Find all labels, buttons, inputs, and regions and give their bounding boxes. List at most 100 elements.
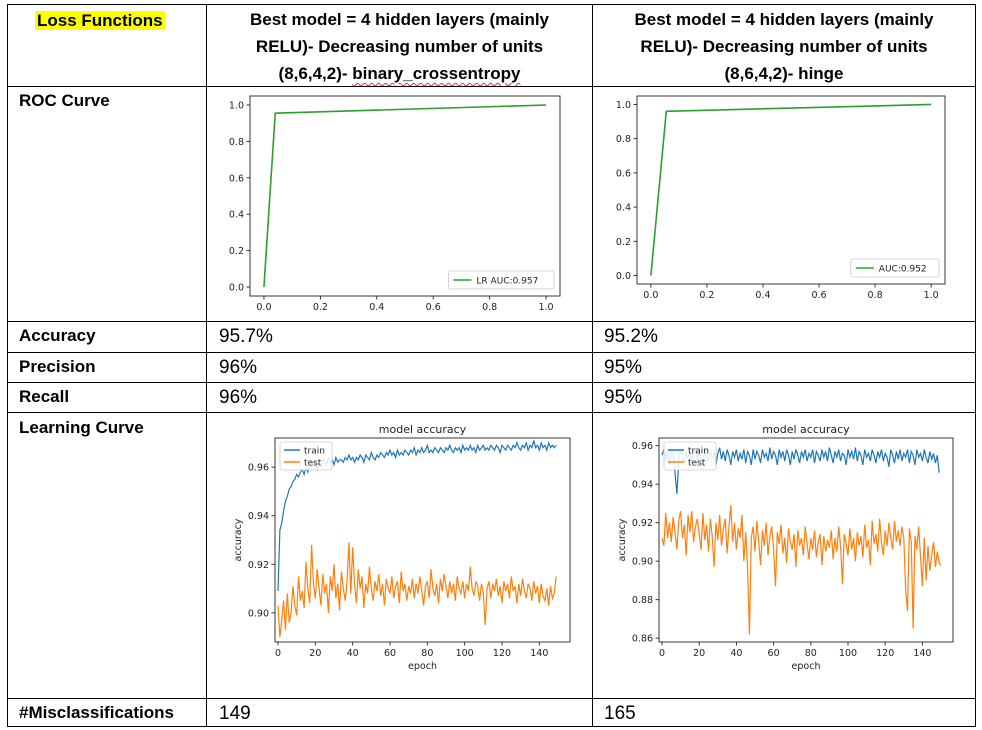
x-tick-label: 120 bbox=[876, 648, 894, 659]
y-axis-label: accuracy bbox=[617, 518, 628, 561]
header-loss-functions: Loss Functions bbox=[35, 9, 165, 33]
row-label-learning-curve: Learning Curve bbox=[19, 418, 144, 437]
series-line-test bbox=[661, 505, 942, 635]
x-tick-label: 40 bbox=[730, 648, 742, 659]
chart-title: model accuracy bbox=[379, 423, 467, 436]
roc-curve-line bbox=[263, 104, 547, 288]
x-tick-label: 1.0 bbox=[538, 302, 553, 313]
x-tick-label: 20 bbox=[693, 648, 705, 659]
header-col1-line3-prefix: (8,6,4,2)- bbox=[278, 64, 353, 83]
x-tick-label: 80 bbox=[805, 648, 817, 659]
header-col2-line1: Best model = 4 hidden layers (mainly bbox=[634, 10, 934, 29]
plot-frame bbox=[249, 95, 561, 297]
col1-recall-value: 96% bbox=[219, 387, 258, 408]
y-tick-label: 0.2 bbox=[229, 246, 244, 257]
y-tick-label: 1.0 bbox=[616, 100, 631, 111]
x-tick-label: 0.4 bbox=[755, 290, 770, 301]
y-axis-label: accuracy bbox=[233, 518, 244, 561]
y-tick-label: 0.4 bbox=[229, 210, 244, 221]
col2-precision-value: 95% bbox=[604, 357, 643, 378]
legend-label-train: train bbox=[688, 447, 709, 457]
legend-label-test: test bbox=[688, 459, 706, 469]
x-tick-label: 20 bbox=[309, 648, 321, 659]
plot-frame bbox=[274, 437, 571, 643]
legend-label-test: test bbox=[304, 459, 322, 469]
row-label-accuracy: Accuracy bbox=[19, 326, 96, 345]
x-tick-label: 100 bbox=[456, 648, 474, 659]
x-tick-label: 0.6 bbox=[426, 302, 441, 313]
header-col1-loss-name: binary_crossentropy bbox=[352, 64, 521, 83]
header-col1-line3: (8,6,4,2)- binary_crossentropy bbox=[207, 60, 592, 87]
y-tick-label: 0.94 bbox=[632, 480, 653, 491]
y-tick-label: 0.6 bbox=[229, 173, 244, 184]
y-tick-label: 0.94 bbox=[248, 511, 269, 522]
legend-label: AUC:0.952 bbox=[879, 265, 927, 275]
y-tick-label: 0.86 bbox=[632, 634, 653, 645]
x-tick-label: 0.0 bbox=[256, 302, 271, 313]
header-col2-line3: (8,6,4,2)- hinge bbox=[724, 64, 844, 83]
legend-label: LR AUC:0.957 bbox=[476, 277, 538, 287]
legend-box bbox=[279, 441, 333, 471]
y-tick-label: 0.90 bbox=[632, 557, 653, 568]
chart-title: model accuracy bbox=[762, 423, 850, 436]
legend-label-train: train bbox=[304, 447, 325, 457]
col1-misclassifications-value: 149 bbox=[219, 703, 251, 724]
x-tick-label: 0.2 bbox=[699, 290, 714, 301]
y-tick-label: 0.8 bbox=[616, 134, 631, 145]
comparison-table: Loss Functions Best model = 4 hidden lay… bbox=[7, 4, 976, 727]
x-tick-label: 0.6 bbox=[811, 290, 826, 301]
x-tick-label: 0.2 bbox=[313, 302, 328, 313]
learning-curve-hinge: 0 20 40 60 80 100 120 140 0.86 0.88 0.90 0.92 0.94 0.… bbox=[617, 423, 954, 672]
y-tick-label: 1.0 bbox=[229, 101, 244, 112]
x-tick-label: 0.4 bbox=[369, 302, 384, 313]
legend-box bbox=[663, 441, 717, 471]
header-loss-functions-label: Loss Functions bbox=[35, 11, 165, 30]
header-col1-line1: Best model = 4 hidden layers (mainly bbox=[249, 10, 550, 29]
roc-curve-line bbox=[650, 103, 932, 276]
col2-recall-value: 95% bbox=[604, 387, 643, 408]
x-tick-label: 0 bbox=[659, 648, 665, 659]
x-tick-label: 1.0 bbox=[924, 290, 939, 301]
row-label-recall: Recall bbox=[19, 387, 70, 406]
x-axis-label: epoch bbox=[792, 661, 821, 672]
legend-box bbox=[850, 258, 940, 278]
x-tick-label: 140 bbox=[530, 648, 548, 659]
y-tick-label: 0.0 bbox=[616, 271, 631, 282]
header-col1: Best model = 4 hidden layers (mainly REL… bbox=[207, 6, 592, 87]
x-tick-label: 100 bbox=[839, 648, 857, 659]
x-tick-label: 80 bbox=[421, 648, 433, 659]
y-tick-label: 0.4 bbox=[616, 203, 631, 214]
roc-chart-hinge: 0.0 0.2 0.4 0.6 0.8 1.0 0.0 0.2 0.4 0.6 0.8 1.0 AUC:… bbox=[616, 95, 946, 301]
header-col1-line2: RELU)- Decreasing number of units bbox=[255, 37, 544, 56]
y-tick-label: 0.90 bbox=[248, 608, 269, 619]
x-tick-label: 60 bbox=[384, 648, 396, 659]
col2-misclassifications-value: 165 bbox=[604, 703, 636, 724]
y-tick-label: 0.96 bbox=[248, 463, 269, 474]
plot-frame bbox=[658, 437, 954, 643]
col2-accuracy-value: 95.2% bbox=[604, 326, 658, 347]
x-tick-label: 120 bbox=[493, 648, 511, 659]
header-col2-line2: RELU)- Decreasing number of units bbox=[640, 37, 928, 56]
col1-precision-value: 96% bbox=[219, 357, 258, 378]
x-tick-label: 60 bbox=[768, 648, 780, 659]
header-col2: Best model = 4 hidden layers (mainly REL… bbox=[593, 6, 975, 87]
row-label-roc: ROC Curve bbox=[19, 91, 110, 110]
row-label-precision: Precision bbox=[19, 357, 96, 376]
y-tick-label: 0.88 bbox=[632, 595, 653, 606]
x-tick-label: 0.8 bbox=[868, 290, 883, 301]
x-axis-label: epoch bbox=[408, 661, 437, 672]
y-tick-label: 0.96 bbox=[632, 441, 653, 452]
col1-accuracy-value: 95.7% bbox=[219, 326, 273, 347]
x-tick-label: 0 bbox=[275, 648, 281, 659]
roc-chart-binary-crossentropy: 0.0 0.2 0.4 0.6 0.8 1.0 0.0 0.2 0.4 0.6 0.8 1.0 LR A… bbox=[229, 95, 561, 313]
x-tick-label: 0.0 bbox=[643, 290, 658, 301]
y-tick-label: 0.0 bbox=[229, 283, 244, 294]
x-tick-label: 40 bbox=[347, 648, 359, 659]
legend-box bbox=[447, 270, 555, 290]
y-tick-label: 0.6 bbox=[616, 168, 631, 179]
x-tick-label: 0.8 bbox=[482, 302, 497, 313]
row-label-misclassifications: #Misclassifications bbox=[19, 703, 174, 722]
y-tick-label: 0.8 bbox=[229, 137, 244, 148]
series-line-test bbox=[277, 542, 557, 638]
x-tick-label: 140 bbox=[913, 648, 931, 659]
